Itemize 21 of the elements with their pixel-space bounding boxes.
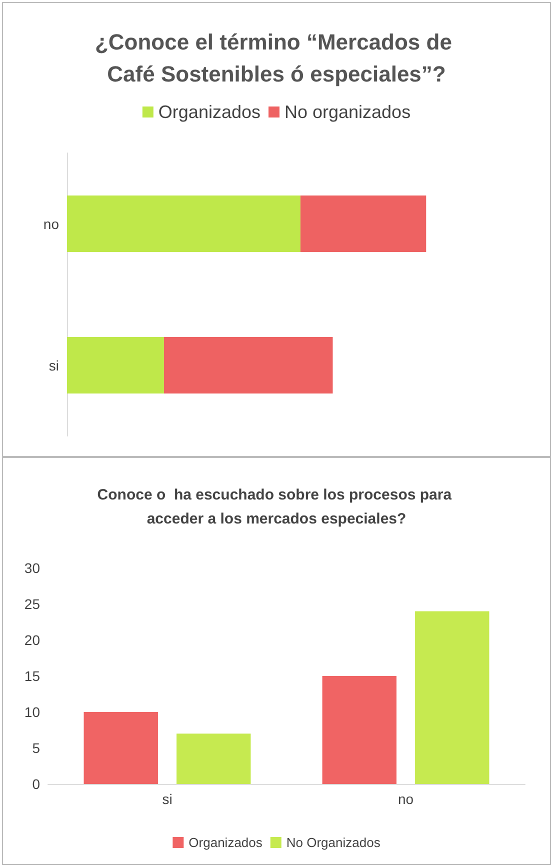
legend-label: Organizados <box>188 835 263 850</box>
y-tick-label: 25 <box>24 596 40 612</box>
y-tick-label: 5 <box>32 740 40 756</box>
bar <box>164 336 333 394</box>
legend-label: No organizados <box>284 102 411 122</box>
y-tick-label: 10 <box>24 704 40 720</box>
bar <box>300 195 426 252</box>
bar <box>322 676 396 784</box>
bar <box>415 611 490 784</box>
chart-title: ¿Conoce el término “Mercados de Café Sostenibles ó especiales”? <box>94 30 458 86</box>
y-tick-label: 30 <box>24 560 40 576</box>
chart-title: Conoce o ha escuchado sobre los procesos para acceder a los mercados especiales? <box>97 486 456 528</box>
legend-label: No Organizados <box>286 835 381 850</box>
bar <box>67 195 300 252</box>
bar <box>176 734 251 784</box>
y-tick-label: 0 <box>32 776 40 792</box>
y-tick-label: 15 <box>24 668 40 684</box>
bar <box>84 712 158 784</box>
bar <box>67 336 164 394</box>
legend-label: Organizados <box>158 102 260 122</box>
y-tick-label: 20 <box>24 632 40 648</box>
